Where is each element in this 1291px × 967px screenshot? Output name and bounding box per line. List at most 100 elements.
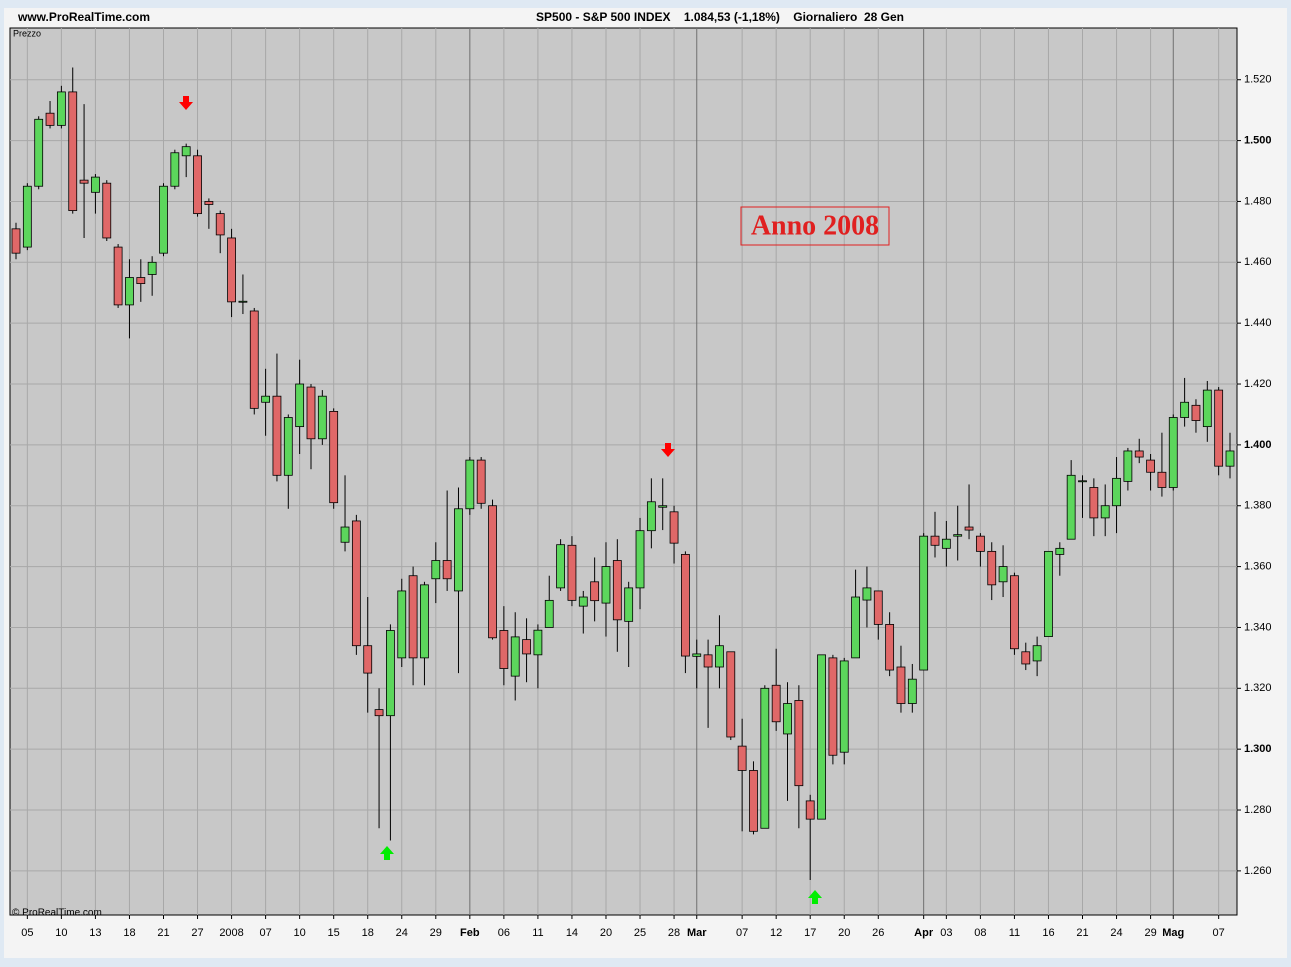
candle-body <box>851 596 860 659</box>
candle-body <box>488 505 497 639</box>
candle-body <box>839 660 849 753</box>
candle-body <box>1055 547 1065 555</box>
candle-body <box>499 630 509 669</box>
candle-body <box>272 395 282 476</box>
candle-body <box>442 560 452 580</box>
candle-body <box>998 566 1008 583</box>
candle-body <box>363 645 373 674</box>
candle-body <box>885 624 895 671</box>
x-tick-label: 03 <box>940 927 952 939</box>
candle-body <box>737 745 747 771</box>
candle-body <box>703 654 713 668</box>
candle-body <box>794 700 804 787</box>
candle-body <box>601 566 611 604</box>
candle-body <box>907 678 917 704</box>
candle-body <box>715 645 724 668</box>
candles <box>11 67 1235 881</box>
y-tick-label: 1.460 <box>1244 256 1272 268</box>
x-tick-label: 12 <box>770 927 782 939</box>
candle-body <box>873 590 883 625</box>
candle-body <box>408 575 418 659</box>
y-axis-label: Prezzo <box>13 28 41 38</box>
candle-body <box>397 590 407 659</box>
candle-body <box>544 599 554 628</box>
x-tick-label: 28 <box>668 927 680 939</box>
candle-body <box>1112 477 1121 507</box>
candle-body <box>522 639 531 655</box>
candle-body <box>204 201 214 205</box>
candle-body <box>91 176 100 193</box>
annotation-box <box>740 206 890 246</box>
x-tick-label: 26 <box>872 927 884 939</box>
candle-body <box>1044 550 1053 637</box>
candle-body <box>22 185 32 248</box>
grid <box>10 28 1241 919</box>
candle-body <box>941 538 951 549</box>
candle-body <box>964 526 974 531</box>
chart-title: SP500 - S&P 500 INDEX 1.084,53 (-1,18%) … <box>536 10 904 24</box>
candle-body <box>329 411 339 504</box>
y-tick-label: 1.480 <box>1244 195 1272 207</box>
x-tick-label: Mag <box>1162 927 1184 939</box>
candle-body <box>635 530 645 589</box>
candle-body <box>386 630 395 717</box>
candle-body <box>431 560 441 580</box>
x-tick-label: 2008 <box>219 927 243 939</box>
x-tick-label: 07 <box>736 927 748 939</box>
x-tick-label: 10 <box>294 927 306 939</box>
candle-body <box>79 179 89 184</box>
x-tick-label: 08 <box>974 927 986 939</box>
candle-body <box>646 501 656 532</box>
candle-body <box>238 300 248 303</box>
candle-body <box>34 118 44 187</box>
x-tick-label: 25 <box>634 927 646 939</box>
candle-body <box>1021 651 1031 665</box>
buy-arrow <box>380 846 394 860</box>
x-tick-label: 10 <box>55 927 67 939</box>
candle-body <box>1157 471 1167 488</box>
candle-body <box>136 277 146 285</box>
y-tick-label: 1.360 <box>1244 560 1272 572</box>
x-tick-label: 14 <box>566 927 578 939</box>
source: www.ProRealTime.com <box>17 10 150 24</box>
candle-body <box>987 550 997 586</box>
x-tick-label: 06 <box>498 927 510 939</box>
x-tick-label: 24 <box>396 927 408 939</box>
candle-body <box>1066 474 1076 540</box>
candle-body <box>681 554 690 657</box>
candle-body <box>1010 575 1019 650</box>
y-tick-label: 1.440 <box>1244 317 1272 329</box>
candle-body <box>1225 450 1235 467</box>
y-tick-label: 1.520 <box>1244 74 1272 86</box>
annotation: Anno 2008 <box>751 210 879 241</box>
x-tick-label: 17 <box>804 927 816 939</box>
x-tick-label: 11 <box>532 927 543 939</box>
candle-body <box>170 152 180 187</box>
candle-body <box>56 91 66 126</box>
candle-body <box>805 800 815 820</box>
candle-body <box>113 246 123 306</box>
x-tick-label: 16 <box>1042 927 1054 939</box>
candle-body <box>828 657 838 756</box>
candle-body <box>125 277 134 306</box>
x-tick-label: 05 <box>21 927 33 939</box>
sell-arrow <box>661 443 675 457</box>
candle-body <box>193 155 202 215</box>
sell-arrow <box>179 96 193 110</box>
candle-body <box>783 703 792 735</box>
candle-body <box>306 386 316 440</box>
candle-body <box>159 185 168 254</box>
x-tick-label: 21 <box>157 927 169 939</box>
candle-body <box>556 544 565 589</box>
x-tick-label: 20 <box>838 927 850 939</box>
candle-body <box>567 544 577 601</box>
x-tick-label: 15 <box>328 927 340 939</box>
candle-body <box>930 535 940 546</box>
candle-body <box>68 91 78 211</box>
candle-body <box>953 534 963 537</box>
x-tick-label: 29 <box>1144 927 1156 939</box>
candle-body <box>1032 645 1042 662</box>
candle-body <box>11 228 21 254</box>
copyright: © ProRealTime.com <box>12 908 102 919</box>
y-tick-label: 1.400 <box>1244 439 1272 451</box>
